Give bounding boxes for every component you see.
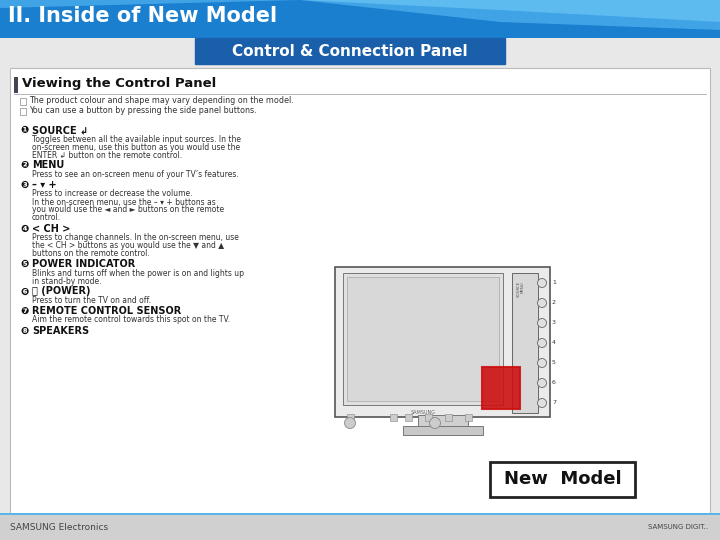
- Bar: [347, 414, 354, 421]
- Bar: [0, 514, 720, 540]
- Text: ❺: ❺: [20, 259, 28, 269]
- Bar: [335, 267, 550, 417]
- Bar: [445, 414, 452, 421]
- Text: Viewing the Control Panel: Viewing the Control Panel: [22, 77, 216, 90]
- Text: Press to see an on-screen menu of your TV’s features.: Press to see an on-screen menu of your T…: [32, 170, 239, 179]
- Text: SAMSUNG Electronics: SAMSUNG Electronics: [10, 523, 108, 531]
- Text: 3: 3: [552, 321, 556, 326]
- Text: SOURCE ↲: SOURCE ↲: [32, 125, 88, 135]
- Text: Toggles between all the available input sources. In the: Toggles between all the available input …: [32, 134, 241, 144]
- Text: ⏻ (POWER): ⏻ (POWER): [32, 287, 91, 296]
- Bar: [418, 415, 467, 427]
- Bar: [425, 414, 432, 421]
- Text: you would use the ◄ and ► buttons on the remote: you would use the ◄ and ► buttons on the…: [32, 206, 224, 214]
- Circle shape: [344, 417, 356, 429]
- Text: ❶: ❶: [20, 125, 28, 135]
- Text: ❸: ❸: [20, 180, 28, 190]
- Text: New  Model: New Model: [504, 470, 621, 489]
- Text: SAMSUNG: SAMSUNG: [410, 410, 436, 415]
- Bar: [390, 414, 397, 421]
- Text: ENTER ↲ button on the remote control.: ENTER ↲ button on the remote control.: [32, 151, 182, 159]
- Text: Press to increase or decrease the volume.: Press to increase or decrease the volume…: [32, 190, 192, 199]
- Text: The product colour and shape may vary depending on the model.: The product colour and shape may vary de…: [29, 96, 294, 105]
- Circle shape: [430, 417, 441, 429]
- Text: ❷: ❷: [20, 160, 28, 171]
- Text: – ▾ +: – ▾ +: [32, 180, 57, 190]
- Bar: [405, 414, 412, 421]
- Bar: [347, 277, 499, 401]
- Text: ❹: ❹: [20, 224, 28, 233]
- Text: SOURCE: SOURCE: [517, 281, 521, 297]
- Bar: [402, 426, 482, 435]
- Polygon shape: [0, 0, 720, 30]
- Text: < CH >: < CH >: [32, 224, 71, 233]
- Text: the < CH > buttons as you would use the ▼ and ▲: the < CH > buttons as you would use the …: [32, 241, 224, 250]
- Bar: [14, 77, 18, 93]
- Text: POWER INDICATOR: POWER INDICATOR: [32, 259, 135, 269]
- Text: Press to turn the TV on and off.: Press to turn the TV on and off.: [32, 296, 151, 305]
- Bar: [343, 273, 503, 405]
- Bar: [465, 414, 472, 421]
- Text: SAMSUNG DIGIT..: SAMSUNG DIGIT..: [648, 524, 708, 530]
- Text: 4: 4: [552, 341, 556, 346]
- Bar: [482, 367, 520, 409]
- Text: 7: 7: [552, 401, 556, 406]
- Text: ❻: ❻: [20, 287, 28, 296]
- Text: on-screen menu, use this button as you would use the: on-screen menu, use this button as you w…: [32, 143, 240, 152]
- Text: buttons on the remote control.: buttons on the remote control.: [32, 249, 150, 258]
- Bar: [512, 273, 538, 413]
- Text: 6: 6: [552, 381, 556, 386]
- Text: II. Inside of New Model: II. Inside of New Model: [8, 6, 277, 26]
- Bar: [20, 98, 26, 105]
- Text: Blinks and turns off when the power is on and lights up: Blinks and turns off when the power is o…: [32, 268, 244, 278]
- Text: ❼: ❼: [20, 306, 28, 316]
- Bar: [490, 462, 635, 497]
- Text: MENU: MENU: [521, 281, 525, 293]
- Circle shape: [538, 299, 546, 307]
- Circle shape: [538, 339, 546, 348]
- Text: REMOTE CONTROL SENSOR: REMOTE CONTROL SENSOR: [32, 306, 181, 316]
- Bar: [20, 108, 26, 115]
- Text: Aim the remote control towards this spot on the TV.: Aim the remote control towards this spot…: [32, 315, 230, 325]
- Bar: [0, 0, 720, 38]
- Bar: [0, 513, 720, 515]
- Circle shape: [538, 359, 546, 368]
- Polygon shape: [300, 0, 720, 22]
- Text: Control & Connection Panel: Control & Connection Panel: [232, 44, 468, 58]
- Text: 2: 2: [552, 300, 556, 306]
- Text: 5: 5: [552, 361, 556, 366]
- Text: in stand-by mode.: in stand-by mode.: [32, 276, 102, 286]
- Circle shape: [538, 379, 546, 388]
- Circle shape: [538, 399, 546, 408]
- Circle shape: [538, 319, 546, 327]
- Bar: [195, 38, 505, 64]
- Bar: [10, 68, 710, 514]
- Text: 1: 1: [552, 280, 556, 286]
- Text: In the on-screen menu, use the – ▾ + buttons as: In the on-screen menu, use the – ▾ + but…: [32, 198, 216, 206]
- Text: ❽: ❽: [20, 326, 28, 335]
- Text: SPEAKERS: SPEAKERS: [32, 326, 89, 335]
- Text: You can use a button by pressing the side panel buttons.: You can use a button by pressing the sid…: [29, 106, 256, 115]
- Text: MENU: MENU: [32, 160, 64, 171]
- Circle shape: [538, 279, 546, 287]
- Text: control.: control.: [32, 213, 61, 222]
- Text: Press to change channels. In the on-screen menu, use: Press to change channels. In the on-scre…: [32, 233, 239, 242]
